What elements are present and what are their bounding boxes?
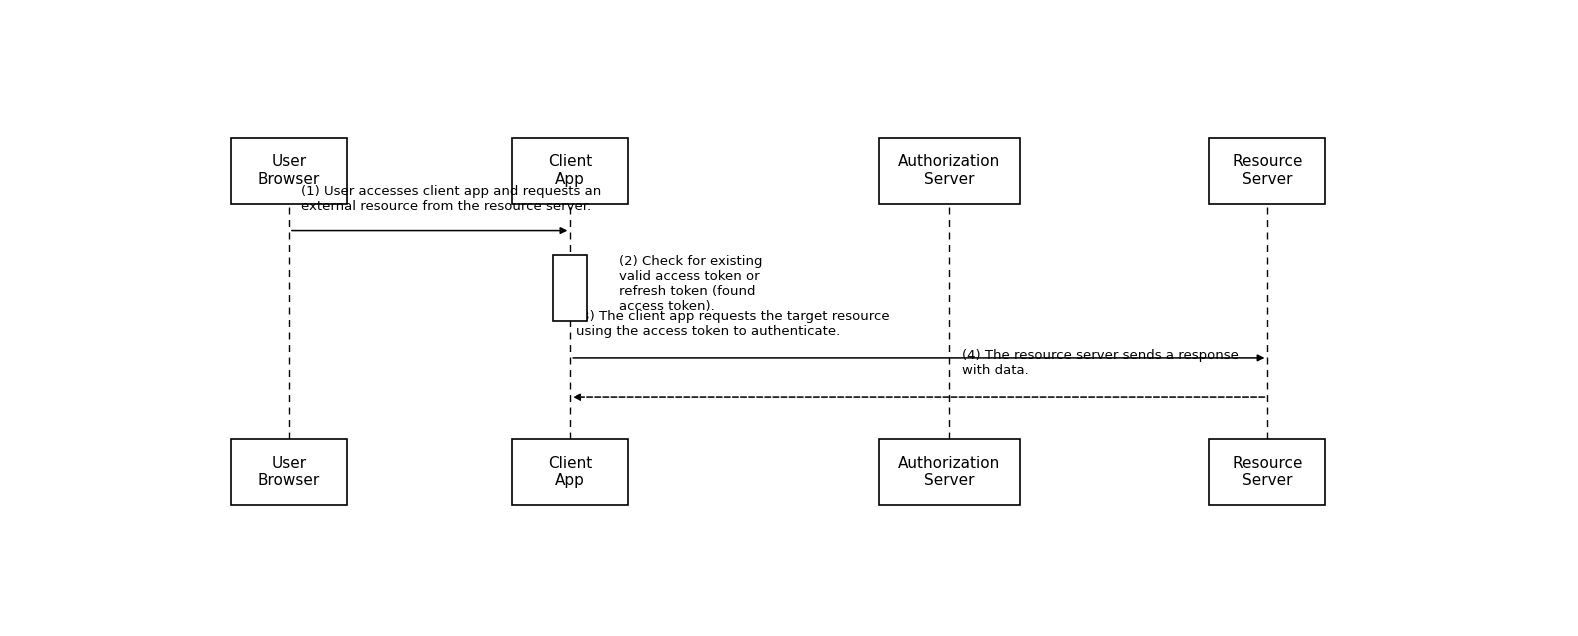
Bar	[230, 439, 347, 505]
Text: Resource
Server: Resource Server	[1232, 155, 1302, 187]
Text: Resource
Server: Resource Server	[1232, 455, 1302, 488]
Bar	[879, 439, 1019, 505]
Text: Authorization
Server: Authorization Server	[898, 455, 1000, 488]
Text: Client
App: Client App	[548, 155, 592, 187]
Bar	[554, 255, 587, 321]
Bar	[1209, 439, 1326, 505]
Text: (2) Check for existing
valid access token or
refresh token (found
access token).: (2) Check for existing valid access toke…	[619, 255, 762, 313]
Bar	[879, 137, 1019, 204]
Bar	[230, 137, 347, 204]
Text: Client
App: Client App	[548, 455, 592, 488]
Bar	[1209, 137, 1326, 204]
Text: (3) The client app requests the target resource
using the access token to authen: (3) The client app requests the target r…	[576, 310, 890, 338]
Bar	[513, 439, 628, 505]
Text: Authorization
Server: Authorization Server	[898, 155, 1000, 187]
Text: (1) User accesses client app and requests an
external resource from the resource: (1) User accesses client app and request…	[301, 186, 601, 214]
Text: User
Browser: User Browser	[257, 455, 320, 488]
Bar	[513, 137, 628, 204]
Text: (4) The resource server sends a response
with data.: (4) The resource server sends a response…	[961, 350, 1239, 378]
Text: User
Browser: User Browser	[257, 155, 320, 187]
